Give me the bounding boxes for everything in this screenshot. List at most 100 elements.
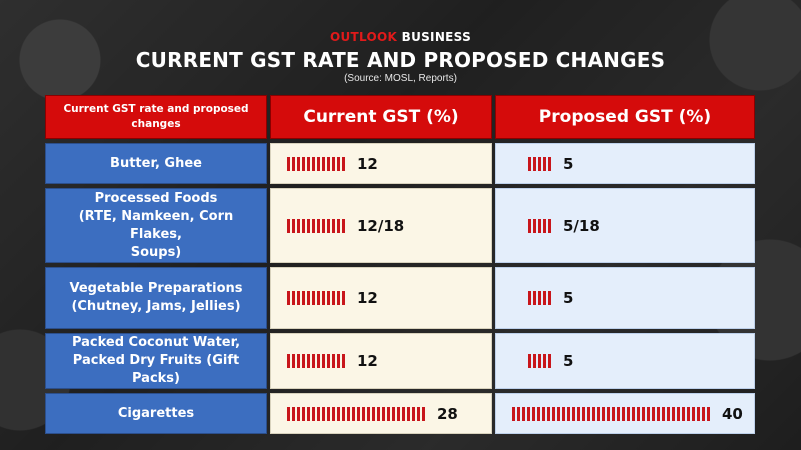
proposed-gst-cell: 5/18 xyxy=(495,188,755,263)
current-bar-tick xyxy=(297,156,300,171)
current-bar-tick xyxy=(307,156,310,171)
proposed-value-label: 5/18 xyxy=(563,216,600,235)
proposed-bar-tick xyxy=(537,406,540,421)
current-gst-cell: 28 xyxy=(270,393,492,434)
current-gst-cell: 12 xyxy=(270,333,492,389)
proposed-bar-tick xyxy=(548,291,551,305)
current-bar-tick xyxy=(302,291,305,305)
proposed-value-label: 5 xyxy=(563,352,574,370)
proposed-bar-tick xyxy=(543,156,546,171)
current-bar-tick xyxy=(332,354,335,368)
current-bar-group: 12 xyxy=(287,268,378,328)
brand-part2: BUSINESS xyxy=(401,30,472,44)
proposed-bar-tick xyxy=(677,406,680,421)
brand-logo: OUTLOOK BUSINESS xyxy=(0,30,801,44)
proposed-bar-tick xyxy=(522,406,525,421)
current-bar-tick xyxy=(342,354,345,368)
proposed-bar-tick xyxy=(547,406,550,421)
proposed-bar-tick xyxy=(652,406,655,421)
category-label: Vegetable Preparations (Chutney, Jams, Je… xyxy=(69,281,243,314)
current-bar-tick xyxy=(342,156,345,171)
proposed-bars xyxy=(528,218,551,233)
current-bar-tick xyxy=(377,406,380,421)
proposed-bar-tick xyxy=(637,406,640,421)
proposed-bar-tick xyxy=(697,406,700,421)
current-bar-tick xyxy=(317,291,320,305)
current-bar-tick xyxy=(317,406,320,421)
proposed-bar-tick xyxy=(548,354,551,368)
current-bar-tick xyxy=(412,406,415,421)
category-label: Processed Foods (RTE, Namkeen, Corn Flake… xyxy=(78,190,234,260)
proposed-bar-tick xyxy=(552,406,555,421)
current-bar-tick xyxy=(397,406,400,421)
source-note: (Source: MOSL, Reports) xyxy=(344,73,457,84)
current-bar-tick xyxy=(287,156,290,171)
category-label: Butter, Ghee xyxy=(110,155,202,171)
proposed-bar-tick xyxy=(538,291,541,305)
current-bar-tick xyxy=(302,354,305,368)
proposed-bar-tick xyxy=(543,354,546,368)
current-bar-tick xyxy=(292,218,295,233)
category-cell: Vegetable Preparations (Chutney, Jams, Je… xyxy=(45,267,267,329)
proposed-bar-tick xyxy=(528,291,531,305)
proposed-bar-tick xyxy=(647,406,650,421)
current-bar-tick xyxy=(287,354,290,368)
proposed-bar-tick xyxy=(517,406,520,421)
proposed-bar-tick xyxy=(548,156,551,171)
current-bar-tick xyxy=(337,291,340,305)
current-bar-tick xyxy=(322,406,325,421)
current-bar-tick xyxy=(312,354,315,368)
current-bars xyxy=(287,156,345,171)
current-bar-tick xyxy=(342,406,345,421)
current-bar-tick xyxy=(307,406,310,421)
current-bar-tick xyxy=(287,218,290,233)
proposed-bar-tick xyxy=(632,406,635,421)
proposed-bar-group: 5/18 xyxy=(528,189,600,262)
proposed-bar-tick xyxy=(642,406,645,421)
current-bar-tick xyxy=(327,406,330,421)
current-bar-tick xyxy=(292,291,295,305)
proposed-gst-cell: 40 xyxy=(495,393,755,434)
current-bar-tick xyxy=(332,406,335,421)
current-bar-tick xyxy=(342,291,345,305)
proposed-bar-tick xyxy=(562,406,565,421)
current-gst-cell: 12 xyxy=(270,143,492,184)
current-bar-tick xyxy=(382,406,385,421)
proposed-bar-tick xyxy=(532,406,535,421)
proposed-bar-group: 5 xyxy=(528,144,573,183)
proposed-bar-tick xyxy=(702,406,705,421)
current-bar-tick xyxy=(357,406,360,421)
current-bar-tick xyxy=(312,291,315,305)
chart-title: CURRENT GST RATE AND PROPOSED CHANGES xyxy=(135,48,666,72)
proposed-gst-cell: 5 xyxy=(495,143,755,184)
current-bar-tick xyxy=(312,406,315,421)
proposed-bar-tick xyxy=(667,406,670,421)
current-bar-tick xyxy=(342,218,345,233)
current-gst-cell: 12/18 xyxy=(270,188,492,263)
current-value-label: 12/18 xyxy=(357,216,405,235)
current-bar-tick xyxy=(317,218,320,233)
header-category: Current GST rate and proposed changes xyxy=(45,95,267,139)
proposed-bars xyxy=(528,354,551,368)
proposed-value-label: 40 xyxy=(722,404,743,423)
current-bar-tick xyxy=(387,406,390,421)
proposed-value-label: 5 xyxy=(563,154,574,173)
proposed-value-label: 5 xyxy=(563,289,574,307)
proposed-bar-tick xyxy=(602,406,605,421)
proposed-bar-tick xyxy=(687,406,690,421)
current-bar-tick xyxy=(327,354,330,368)
category-label: Cigarettes xyxy=(117,405,195,421)
proposed-bar-tick xyxy=(617,406,620,421)
current-bar-group: 12 xyxy=(287,334,378,388)
current-value-label: 28 xyxy=(437,404,458,423)
current-bar-tick xyxy=(327,218,330,233)
current-value-label: 12 xyxy=(357,154,378,173)
proposed-bar-tick xyxy=(597,406,600,421)
current-bar-tick xyxy=(332,156,335,171)
current-bar-tick xyxy=(362,406,365,421)
current-bar-tick xyxy=(287,291,290,305)
proposed-bar-tick xyxy=(662,406,665,421)
current-bar-tick xyxy=(332,291,335,305)
proposed-bar-tick xyxy=(533,156,536,171)
current-bar-tick xyxy=(302,156,305,171)
